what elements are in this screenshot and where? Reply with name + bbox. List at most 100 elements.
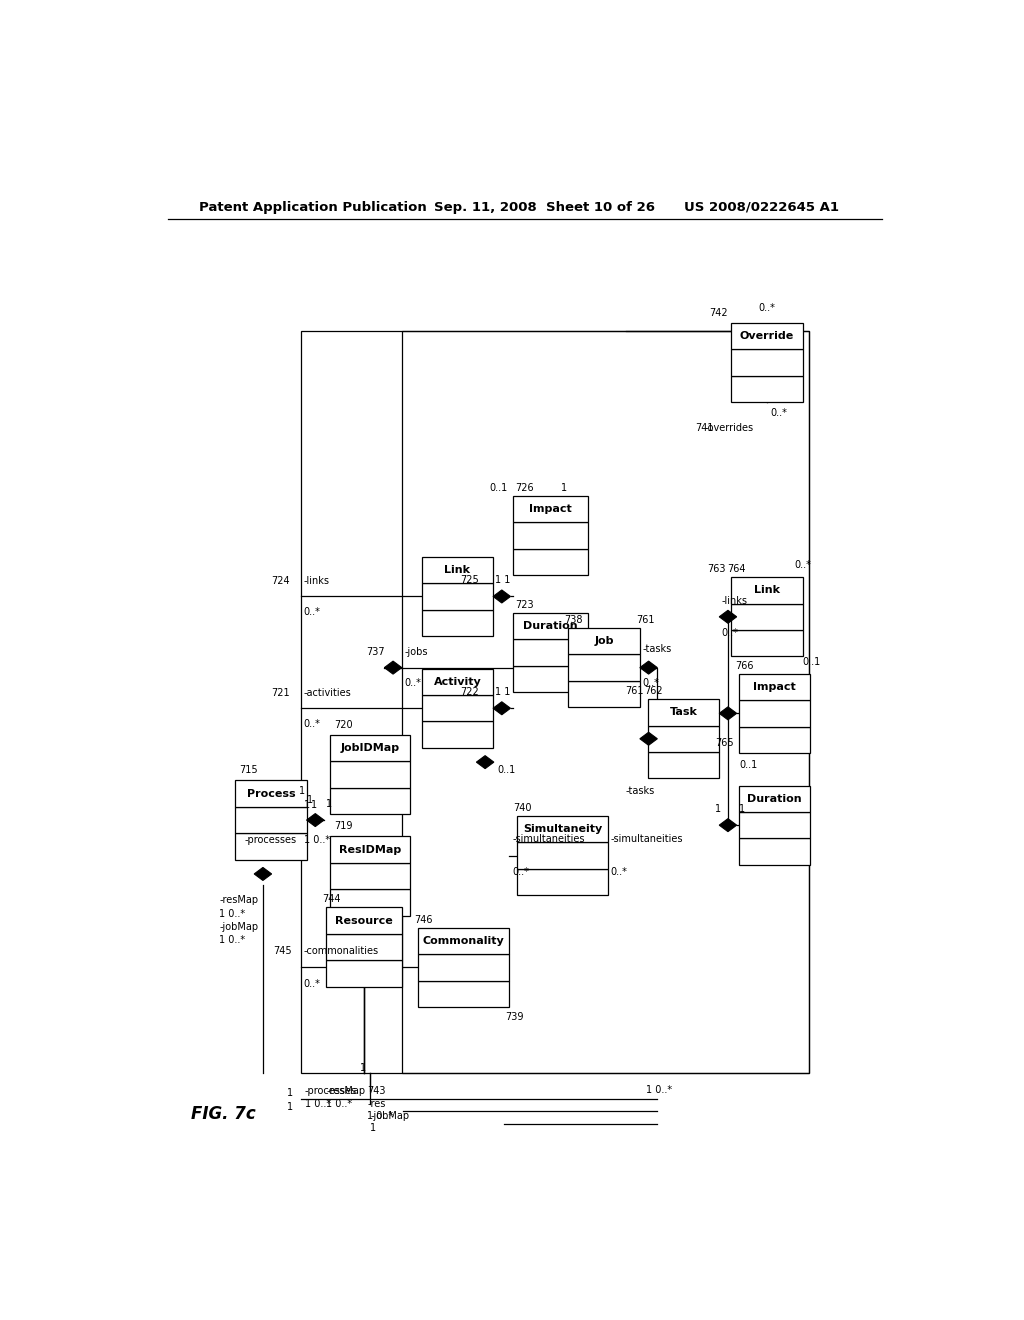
Bar: [648, 752, 719, 779]
Polygon shape: [494, 702, 511, 714]
Bar: [513, 639, 588, 665]
Bar: [422, 722, 494, 748]
Polygon shape: [719, 610, 736, 623]
Text: -jobs: -jobs: [404, 647, 428, 657]
Text: Duration: Duration: [523, 620, 578, 631]
Text: 738: 738: [564, 615, 583, 624]
Text: Simultaneity: Simultaneity: [523, 824, 602, 834]
Text: 0..1: 0..1: [803, 656, 821, 667]
Text: -processes: -processes: [305, 1086, 357, 1097]
Bar: [648, 726, 719, 752]
Bar: [418, 981, 509, 1007]
Bar: [236, 780, 306, 807]
Text: 723: 723: [515, 599, 534, 610]
Bar: [331, 762, 410, 788]
Text: Task: Task: [670, 708, 697, 717]
Text: 1: 1: [370, 1123, 376, 1133]
Bar: [422, 696, 494, 722]
Text: 1: 1: [307, 795, 313, 805]
Text: 725: 725: [460, 576, 478, 585]
Text: 0..*: 0..*: [610, 867, 628, 876]
Polygon shape: [640, 661, 657, 675]
Text: -tasks: -tasks: [642, 644, 672, 655]
Bar: [331, 735, 410, 762]
Polygon shape: [476, 755, 494, 768]
Bar: [236, 833, 306, 859]
Text: Sep. 11, 2008  Sheet 10 of 26: Sep. 11, 2008 Sheet 10 of 26: [433, 201, 654, 214]
Polygon shape: [640, 733, 657, 746]
Bar: [331, 837, 410, 863]
Polygon shape: [494, 590, 511, 603]
Text: Duration: Duration: [748, 793, 802, 804]
Text: -res: -res: [368, 1098, 386, 1109]
Text: JobIDMap: JobIDMap: [341, 743, 399, 752]
Text: 0..*: 0..*: [303, 978, 321, 989]
Text: -jobMap: -jobMap: [370, 1111, 410, 1121]
Text: -simultaneities: -simultaneities: [610, 834, 683, 845]
Text: -jobMap: -jobMap: [219, 921, 258, 932]
Text: 720: 720: [334, 719, 353, 730]
Text: 1: 1: [310, 800, 316, 810]
Text: Link: Link: [444, 565, 470, 576]
Text: Patent Application Publication: Patent Application Publication: [200, 201, 427, 214]
Bar: [568, 655, 640, 681]
Bar: [331, 863, 410, 890]
Text: 0..*: 0..*: [795, 560, 811, 570]
Bar: [418, 928, 509, 954]
Text: FIG. 7c: FIG. 7c: [191, 1105, 256, 1123]
Text: 1: 1: [560, 483, 566, 492]
Text: 1 0..*: 1 0..*: [219, 935, 246, 945]
Text: -overrides: -overrides: [705, 422, 754, 433]
Text: 744: 744: [323, 895, 341, 904]
Text: 719: 719: [334, 821, 353, 832]
Text: 0..*: 0..*: [303, 607, 321, 616]
Bar: [739, 838, 811, 865]
Bar: [331, 788, 410, 814]
Text: 1: 1: [299, 785, 305, 796]
Text: 739: 739: [505, 1012, 523, 1022]
Text: 761: 761: [636, 615, 654, 624]
Bar: [517, 869, 608, 895]
Bar: [236, 807, 306, 833]
Text: -processes: -processes: [245, 836, 297, 845]
Text: 0..*: 0..*: [303, 718, 321, 729]
Bar: [517, 816, 608, 842]
Text: 721: 721: [270, 688, 290, 698]
Text: 766: 766: [735, 660, 754, 671]
Text: -links: -links: [722, 595, 748, 606]
Bar: [327, 935, 401, 961]
Text: 1 1: 1 1: [496, 576, 511, 585]
Bar: [517, 842, 608, 869]
Bar: [422, 610, 494, 636]
Text: 0..*: 0..*: [512, 867, 529, 876]
Text: -resMap: -resMap: [327, 1086, 366, 1097]
Text: 741: 741: [695, 422, 714, 433]
Text: 1 0..*: 1 0..*: [327, 1098, 352, 1109]
Text: 1 0..*: 1 0..*: [219, 908, 246, 919]
Bar: [331, 890, 410, 916]
Bar: [731, 376, 803, 403]
Bar: [739, 812, 811, 838]
Text: -tasks: -tasks: [626, 785, 654, 796]
Text: 0..1: 0..1: [497, 766, 515, 775]
Bar: [327, 961, 401, 987]
Bar: [422, 669, 494, 696]
Text: Impact: Impact: [529, 504, 572, 513]
Text: 1 0..*: 1 0..*: [304, 836, 331, 845]
Text: ResIDMap: ResIDMap: [339, 845, 401, 854]
Text: 1: 1: [327, 799, 333, 809]
Bar: [731, 577, 803, 603]
Text: -resMap: -resMap: [219, 895, 258, 906]
Bar: [418, 954, 509, 981]
Text: 743: 743: [368, 1086, 386, 1097]
Bar: [731, 323, 803, 350]
Text: 1: 1: [715, 804, 721, 814]
Polygon shape: [384, 661, 401, 675]
Bar: [513, 612, 588, 639]
Text: 1 1: 1 1: [496, 686, 511, 697]
Text: -activities: -activities: [303, 688, 351, 698]
Text: US 2008/0222645 A1: US 2008/0222645 A1: [684, 201, 839, 214]
Bar: [648, 700, 719, 726]
Text: Process: Process: [247, 788, 295, 799]
Bar: [327, 907, 401, 935]
